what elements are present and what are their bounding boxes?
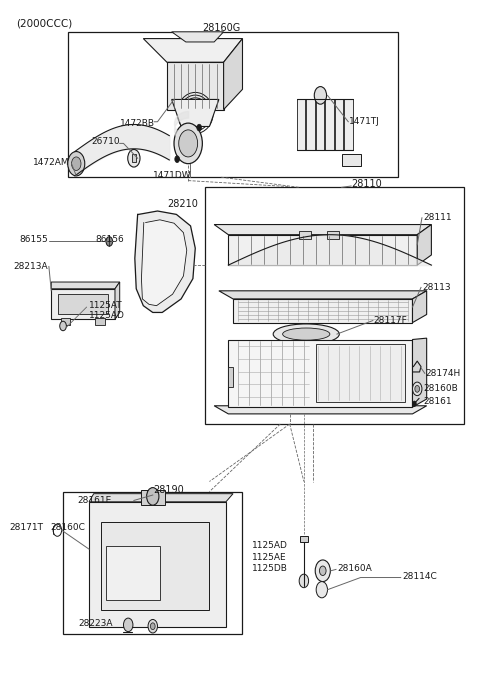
Bar [68, 32, 398, 177]
Polygon shape [214, 406, 427, 414]
Bar [306, 99, 315, 150]
Polygon shape [167, 62, 224, 109]
Polygon shape [417, 225, 432, 265]
Polygon shape [89, 502, 226, 627]
Bar [316, 344, 406, 402]
Text: 28160B: 28160B [424, 384, 458, 393]
Text: 1125AD: 1125AD [252, 541, 288, 550]
Polygon shape [412, 291, 427, 323]
Text: 28160G: 28160G [202, 24, 240, 33]
Text: 1472BB: 1472BB [120, 119, 155, 128]
Polygon shape [214, 225, 432, 235]
Circle shape [175, 155, 180, 162]
Bar [300, 536, 308, 543]
Circle shape [72, 157, 81, 170]
Text: 28161E: 28161E [77, 496, 111, 505]
Circle shape [316, 582, 327, 598]
Text: 28213A: 28213A [13, 262, 48, 271]
Circle shape [320, 566, 326, 576]
Circle shape [60, 321, 66, 331]
Bar [316, 99, 324, 150]
Bar [101, 522, 209, 610]
Text: 28114C: 28114C [402, 572, 437, 581]
Text: 86156: 86156 [95, 235, 124, 244]
Text: 28161: 28161 [424, 397, 453, 406]
Circle shape [179, 130, 198, 157]
Polygon shape [142, 220, 187, 306]
Circle shape [415, 386, 420, 392]
Bar [106, 546, 160, 600]
Text: 28160C: 28160C [51, 523, 86, 532]
Text: 28113: 28113 [422, 283, 451, 292]
Text: (2000CCC): (2000CCC) [16, 18, 72, 29]
Bar [63, 492, 242, 634]
Text: 28223A: 28223A [78, 619, 113, 628]
Text: 1472AM: 1472AM [33, 158, 69, 167]
Bar [335, 99, 343, 150]
Text: 1125DB: 1125DB [252, 564, 288, 573]
Polygon shape [144, 39, 242, 62]
Polygon shape [228, 367, 233, 387]
Text: 28160A: 28160A [337, 564, 372, 572]
Bar [58, 294, 108, 314]
Text: 1125AD: 1125AD [89, 312, 125, 320]
Circle shape [68, 151, 85, 176]
Bar [325, 99, 334, 150]
Polygon shape [135, 211, 195, 312]
Text: 26710: 26710 [91, 137, 120, 146]
Circle shape [123, 618, 133, 631]
Bar [297, 99, 305, 150]
Polygon shape [412, 338, 427, 407]
Bar [95, 318, 105, 325]
Circle shape [315, 560, 330, 582]
Circle shape [412, 382, 422, 396]
Circle shape [150, 623, 155, 629]
Circle shape [148, 619, 157, 633]
Circle shape [106, 237, 113, 246]
Polygon shape [224, 39, 242, 109]
Bar [132, 154, 136, 162]
Bar [60, 318, 70, 325]
Text: 28171T: 28171T [9, 523, 43, 532]
Polygon shape [228, 340, 412, 407]
Text: 28190: 28190 [153, 485, 183, 494]
Text: 1125AE: 1125AE [252, 553, 287, 562]
Text: 86155: 86155 [19, 235, 48, 244]
Text: 1471TJ: 1471TJ [349, 117, 380, 126]
Polygon shape [115, 282, 120, 319]
Text: 1471DW: 1471DW [153, 171, 192, 181]
Text: 28174H: 28174H [426, 369, 461, 378]
Circle shape [174, 123, 203, 164]
Circle shape [299, 574, 309, 587]
Bar [299, 232, 311, 240]
Circle shape [197, 124, 202, 131]
Bar [204, 187, 465, 424]
Circle shape [412, 401, 416, 407]
Polygon shape [89, 494, 233, 502]
Polygon shape [233, 299, 412, 323]
Text: 28210: 28210 [167, 199, 198, 209]
Circle shape [146, 488, 159, 505]
Circle shape [314, 87, 326, 104]
Text: 28111: 28111 [423, 213, 452, 222]
Bar [327, 232, 339, 240]
Ellipse shape [273, 324, 339, 344]
Text: 1125AT: 1125AT [89, 301, 122, 310]
Polygon shape [172, 99, 219, 126]
Polygon shape [51, 289, 115, 319]
Bar [141, 490, 165, 505]
Text: 28117F: 28117F [374, 316, 408, 325]
Circle shape [128, 149, 140, 167]
Bar [342, 154, 360, 166]
Polygon shape [219, 291, 427, 299]
Text: 28110: 28110 [351, 179, 382, 189]
Polygon shape [228, 235, 417, 265]
Bar [344, 99, 352, 150]
Polygon shape [51, 282, 120, 289]
Polygon shape [172, 32, 224, 42]
Ellipse shape [283, 328, 330, 340]
